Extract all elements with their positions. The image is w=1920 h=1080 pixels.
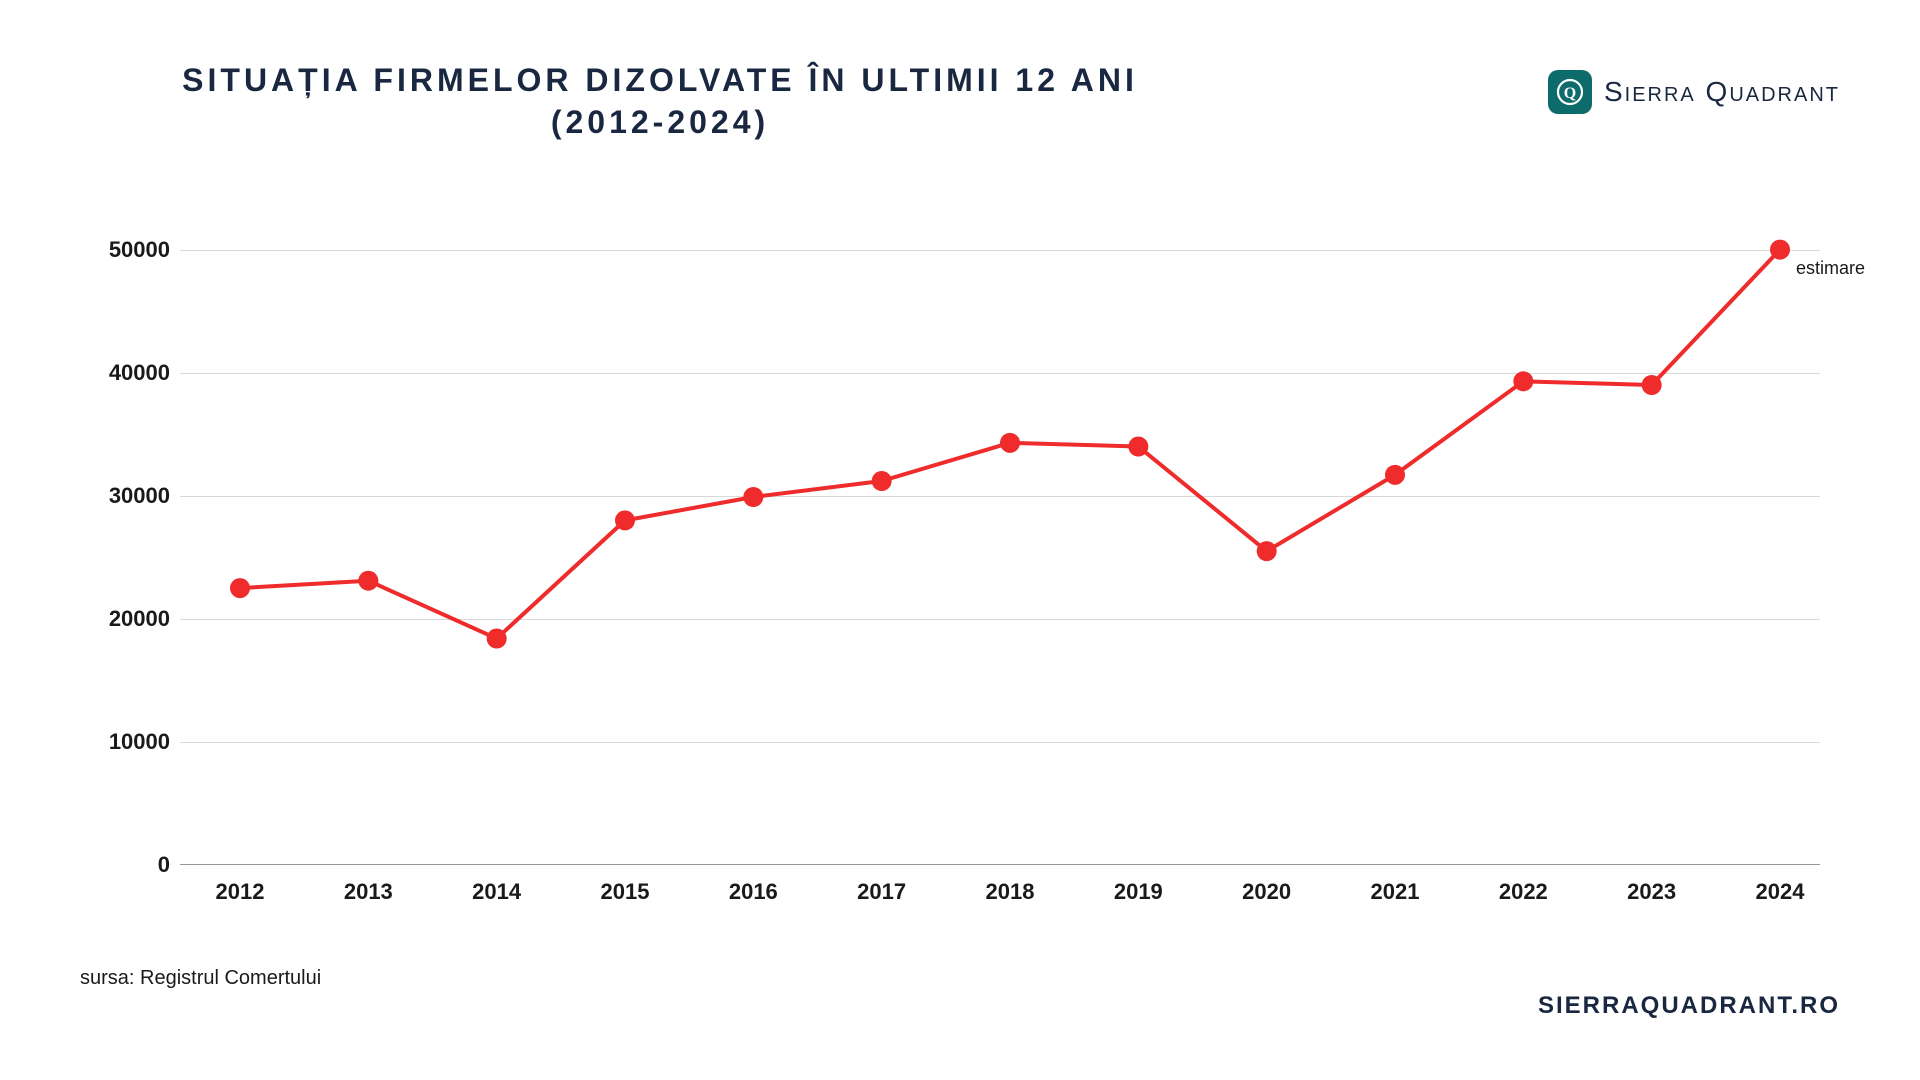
chart-marker	[487, 629, 507, 649]
brand-logo-text: Sierra Quadrant	[1604, 76, 1840, 108]
y-tick-label: 20000	[85, 606, 170, 632]
chart-marker	[1257, 541, 1277, 561]
title-line-1: SITUAȚIA FIRMELOR DIZOLVATE ÎN ULTIMII 1…	[180, 60, 1140, 102]
y-tick-label: 50000	[85, 237, 170, 263]
chart-marker	[743, 487, 763, 507]
chart-plot	[180, 225, 1820, 865]
brand-logo-icon: Q	[1548, 70, 1592, 114]
x-tick-label: 2017	[857, 879, 906, 905]
y-tick-label: 40000	[85, 360, 170, 386]
x-tick-label: 2013	[344, 879, 393, 905]
chart-marker	[358, 571, 378, 591]
chart-marker	[230, 578, 250, 598]
x-tick-label: 2012	[216, 879, 265, 905]
x-tick-label: 2022	[1499, 879, 1548, 905]
svg-text:Q: Q	[1564, 85, 1576, 102]
chart-marker	[615, 510, 635, 530]
source-label: sursa: Registrul Comertului	[80, 967, 321, 990]
x-tick-label: 2018	[986, 879, 1035, 905]
brand-logo: Q Sierra Quadrant	[1548, 70, 1840, 114]
x-tick-label: 2023	[1627, 879, 1676, 905]
chart-marker	[1513, 371, 1533, 391]
line-chart: 01000020000300004000050000 2012201320142…	[180, 225, 1820, 865]
chart-marker	[872, 471, 892, 491]
y-tick-label: 10000	[85, 729, 170, 755]
chart-marker	[1000, 433, 1020, 453]
title-line-2: (2012-2024)	[180, 102, 1140, 144]
x-tick-label: 2021	[1371, 879, 1420, 905]
chart-marker	[1385, 465, 1405, 485]
chart-marker	[1128, 437, 1148, 457]
x-tick-label: 2019	[1114, 879, 1163, 905]
chart-marker	[1770, 240, 1790, 260]
y-tick-label: 30000	[85, 483, 170, 509]
y-tick-label: 0	[85, 852, 170, 878]
chart-title: SITUAȚIA FIRMELOR DIZOLVATE ÎN ULTIMII 1…	[180, 60, 1140, 143]
estimate-annotation: estimare	[1796, 258, 1865, 279]
x-tick-label: 2016	[729, 879, 778, 905]
website-link: SIERRAQUADRANT.RO	[1538, 992, 1840, 1020]
x-tick-label: 2020	[1242, 879, 1291, 905]
x-tick-label: 2015	[601, 879, 650, 905]
x-tick-label: 2014	[472, 879, 521, 905]
x-tick-label: 2024	[1756, 879, 1805, 905]
chart-marker	[1642, 375, 1662, 395]
